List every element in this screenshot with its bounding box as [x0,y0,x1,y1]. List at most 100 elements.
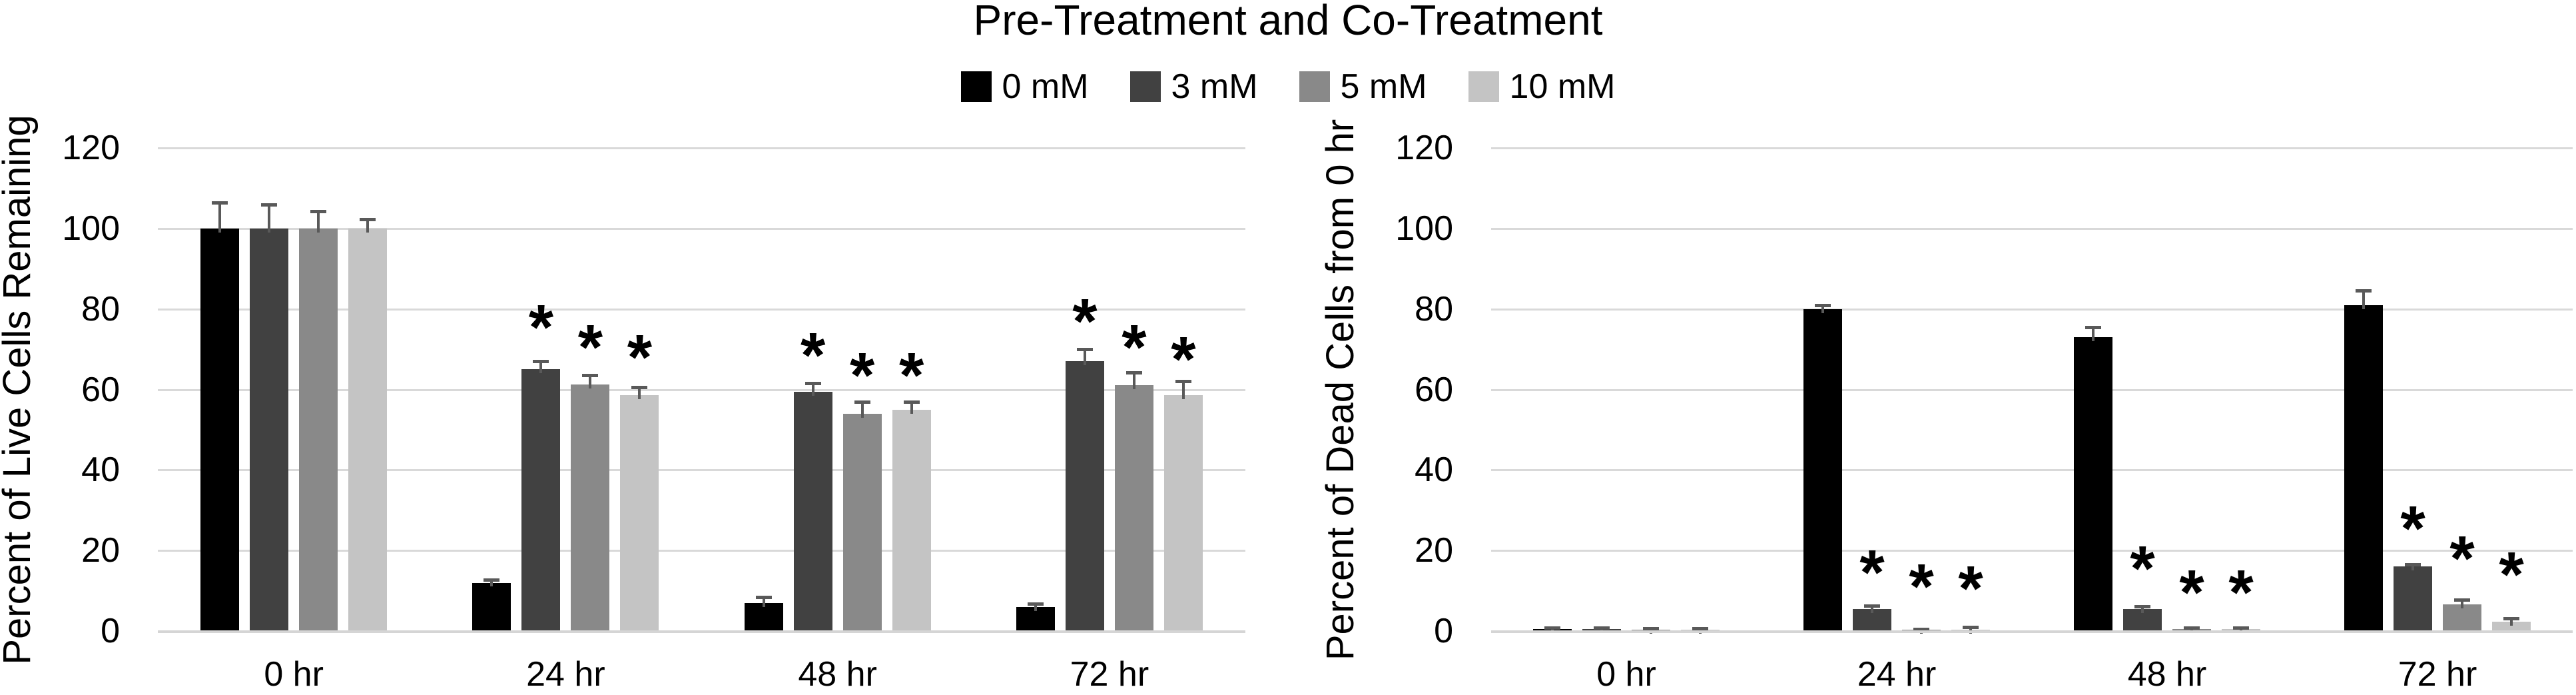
gridline-100 [158,227,1245,230]
bar-10mM-72hr [1163,394,1203,631]
bar-0mM-72hr [1016,606,1055,631]
significance-asterisk: * [577,311,603,383]
error-bar [1083,349,1086,366]
error-bar [2362,291,2365,309]
bar-10mM-24hr [620,394,659,631]
legend-swatch [1129,71,1161,102]
bar-5mM-72hr [2443,604,2481,631]
error-bar-cap [582,374,599,378]
error-bar-cap [1027,602,1044,606]
significance-asterisk: * [2179,557,2204,629]
y-tick-label: 60 [1415,370,1453,409]
legend-item-5-mM: 5 mM [1299,69,1427,104]
y-tick-label: 100 [1395,209,1453,248]
gridline-60 [158,388,1245,391]
error-bar [2092,327,2094,341]
legend-item-0-mM: 0 mM [960,67,1089,106]
error-bar-cap [2134,605,2150,609]
error-bar [268,204,271,233]
x-category-label: 24 hr [1857,655,1937,694]
error-bar-cap [483,578,500,582]
y-tick-label: 120 [1395,129,1453,167]
error-bar-cap [1963,625,1979,629]
error-bar [811,383,814,396]
bar-5mM-0hr [299,228,338,631]
significance-asterisk: * [627,322,653,394]
significance-asterisk: * [2499,539,2524,611]
bar-3mM-24hr [521,369,561,631]
y-tick-label: 40 [1415,450,1453,490]
error-bar [1821,305,1824,313]
y-tick-label: 80 [81,289,120,329]
significance-asterisk: * [1171,324,1196,396]
legend-label: 3 mM [1171,67,1258,106]
error-bar [539,361,543,374]
error-bar-cap [2233,626,2249,630]
error-bar [860,401,864,418]
x-category-label: 0 hr [264,655,324,694]
error-bar-cap [1594,626,1610,630]
bar-0mM-24hr [472,582,511,631]
y-tick-label: 80 [1415,289,1453,329]
error-bar [1181,380,1185,399]
error-bar-cap [1076,348,1093,352]
gridline-20 [158,550,1245,552]
y-tick-label: 60 [81,370,120,409]
bar-3mM-0hr [250,228,289,631]
bar-0mM-48hr [2074,337,2112,631]
gridline-20 [1491,550,2573,552]
y-tick-label: 20 [1415,531,1453,570]
legend-item-10-mM: 10 mM [1468,69,1615,104]
significance-asterisk: * [898,340,924,412]
error-bar-cap [1126,370,1142,374]
error-bar-cap [1913,627,1929,631]
error-bar [490,579,493,587]
bar-0mM-24hr [1803,309,1842,631]
error-bar [218,203,222,233]
error-bar-cap [2503,617,2519,621]
x-category-label: 24 hr [526,655,605,694]
error-bar-cap [360,217,376,221]
legend-swatch [960,71,992,102]
gridline-40 [158,469,1245,472]
error-bar-cap [2184,626,2200,630]
error-bar [2412,564,2414,571]
error-bar [366,219,370,233]
legend-label: 5 mM [1340,67,1427,106]
error-bar-cap [903,400,920,404]
error-bar-cap [2085,325,2101,329]
x-category-label: 48 hr [798,655,877,694]
gridline-40 [1491,469,2573,472]
error-bar [589,375,592,388]
gridline-100 [1491,227,2573,230]
gridline-60 [1491,388,2573,391]
significance-asterisk: * [1958,553,1983,625]
significance-asterisk: * [800,320,826,391]
gridline-80 [158,308,1245,311]
y-tick-label: 40 [81,450,120,490]
legend-swatch [1468,71,1499,102]
bar-10mM-72hr [2492,622,2531,631]
significance-asterisk: * [849,340,875,412]
legend-label: 0 mM [1002,67,1089,106]
x-axis-line [1491,630,2573,633]
significance-asterisk: * [2400,492,2425,564]
bar-5mM-72hr [1114,385,1153,631]
legend-swatch [1299,71,1330,102]
error-bar [2141,606,2144,614]
bar-3mM-48hr [793,391,832,631]
y-tick-label: 0 [101,612,120,650]
error-bar-cap [1864,604,1880,608]
error-bar-cap [755,596,772,600]
bar-10mM-0hr [348,228,388,631]
error-bar [762,597,765,607]
gridline-80 [1491,308,2573,311]
y-tick-label: 120 [62,129,120,167]
error-bar-cap [854,400,870,404]
bar-5mM-24hr [571,384,610,631]
error-bar-cap [2454,598,2470,602]
error-bar-cap [212,201,228,205]
bar-3mM-72hr [1065,361,1104,631]
